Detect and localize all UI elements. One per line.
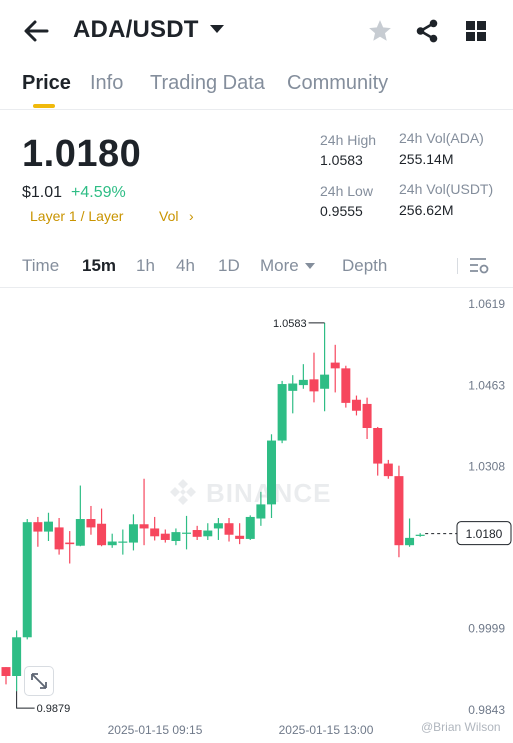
tab-bar: Price Info Trading Data Community bbox=[0, 62, 513, 110]
candle-body bbox=[33, 522, 43, 532]
candle-body bbox=[330, 362, 340, 369]
candle-body bbox=[54, 527, 64, 550]
candle-body bbox=[192, 530, 202, 537]
candle-body bbox=[415, 534, 425, 536]
min-marker-line bbox=[16, 691, 35, 709]
chart-svg: 1.0619 1.0463 1.0308 0.9999 0.9843 1.0583 0.98… bbox=[1, 297, 512, 737]
candle-body bbox=[107, 541, 117, 546]
tab-price[interactable]: Price bbox=[22, 72, 71, 94]
candle-body bbox=[139, 524, 149, 529]
candle-body bbox=[1, 667, 11, 676]
star-icon[interactable] bbox=[367, 18, 393, 44]
candle-body bbox=[65, 542, 75, 545]
y-tick-label: 0.9999 bbox=[468, 621, 505, 635]
back-arrow-icon[interactable] bbox=[22, 18, 50, 44]
candle-body bbox=[43, 521, 53, 532]
tf-1d[interactable]: 1D bbox=[218, 256, 240, 275]
candle-body bbox=[182, 532, 192, 534]
x-tick-label: 2025-01-15 09:15 bbox=[108, 723, 203, 737]
tab-community[interactable]: Community bbox=[287, 72, 389, 94]
y-tick-label: 0.9843 bbox=[468, 703, 505, 717]
price-change: +4.59% bbox=[71, 184, 126, 201]
candle-body bbox=[160, 533, 170, 540]
watermark-text: BINANCE bbox=[206, 478, 332, 508]
current-price-label: 1.0180 bbox=[466, 527, 503, 541]
divider bbox=[0, 287, 513, 288]
candle-body bbox=[373, 427, 383, 464]
top-bar: ADA/USDT bbox=[0, 0, 513, 62]
candle-body bbox=[309, 379, 319, 392]
min-price-label: 0.9879 bbox=[37, 703, 71, 715]
high-label: 24h High bbox=[320, 132, 377, 148]
tf-time[interactable]: Time bbox=[22, 256, 60, 275]
binance-logo-icon bbox=[170, 479, 196, 505]
candle-body bbox=[224, 523, 234, 535]
vol-quote-label: 24h Vol(USDT) bbox=[399, 181, 494, 197]
expand-chart-button[interactable] bbox=[24, 666, 54, 696]
candle-body bbox=[256, 504, 266, 519]
candle-body bbox=[118, 541, 128, 543]
candle-body bbox=[86, 519, 96, 528]
candle-body bbox=[405, 537, 415, 546]
low-value: 0.9555 bbox=[320, 203, 363, 219]
last-price: 1.0180 bbox=[22, 133, 142, 175]
candle-body bbox=[245, 516, 255, 539]
caret-down-icon[interactable] bbox=[305, 263, 315, 269]
candle-body bbox=[171, 532, 181, 542]
candle-body bbox=[277, 384, 287, 441]
candle-body bbox=[362, 403, 372, 428]
current-price-box bbox=[456, 521, 512, 546]
tf-more[interactable]: More bbox=[260, 256, 299, 275]
candle-body bbox=[383, 463, 393, 477]
candle-body bbox=[203, 530, 213, 537]
tf-1h[interactable]: 1h bbox=[136, 256, 155, 275]
vol-quote-value: 256.62M bbox=[399, 202, 454, 218]
share-icon[interactable] bbox=[414, 18, 440, 44]
chevron-right-icon[interactable]: › bbox=[189, 208, 194, 224]
candle-body bbox=[22, 522, 32, 638]
candle-body bbox=[394, 476, 404, 546]
tab-info[interactable]: Info bbox=[90, 72, 124, 94]
candle-body bbox=[75, 519, 85, 546]
vol-base-label: 24h Vol(ADA) bbox=[399, 130, 484, 146]
tab-trading-data[interactable]: Trading Data bbox=[150, 72, 265, 94]
candle-body bbox=[97, 523, 107, 546]
x-tick-label: 2025-01-15 13:00 bbox=[279, 723, 374, 737]
candle-body bbox=[235, 535, 245, 539]
user-watermark: @Brian Wilson bbox=[421, 720, 501, 734]
candle-body bbox=[351, 399, 361, 411]
chart-settings-icon[interactable] bbox=[468, 256, 490, 276]
y-tick-label: 1.0308 bbox=[468, 460, 505, 474]
vol-tag[interactable]: Vol bbox=[159, 208, 179, 224]
candle-body bbox=[267, 440, 276, 505]
y-tick-label: 1.0463 bbox=[468, 379, 505, 393]
candle-body bbox=[320, 374, 330, 389]
high-value: 1.0583 bbox=[320, 152, 363, 168]
caret-down-icon[interactable] bbox=[210, 25, 224, 33]
tf-4h[interactable]: 4h bbox=[176, 256, 195, 275]
pair-title[interactable]: ADA/USDT bbox=[73, 16, 199, 43]
tf-depth[interactable]: Depth bbox=[342, 256, 388, 275]
low-label: 24h Low bbox=[320, 183, 373, 199]
candle-body bbox=[150, 528, 160, 537]
candlestick-chart[interactable]: 1.0619 1.0463 1.0308 0.9999 0.9843 1.0583 0.98… bbox=[0, 289, 513, 743]
tf-15m[interactable]: 15m bbox=[82, 256, 117, 275]
category-tag[interactable]: Layer 1 / Layer bbox=[30, 208, 124, 224]
candle-body bbox=[288, 383, 298, 391]
binance-watermark: BINANCE bbox=[168, 475, 348, 509]
expand-icon bbox=[31, 673, 47, 689]
candle-body bbox=[298, 379, 308, 386]
max-price-label: 1.0583 bbox=[273, 318, 307, 330]
y-tick-label: 1.0619 bbox=[468, 297, 505, 311]
candle-body bbox=[341, 368, 351, 403]
candle-body bbox=[213, 523, 223, 529]
usd-price: $1.01 bbox=[22, 184, 63, 201]
candle-body bbox=[12, 637, 22, 676]
vol-base-value: 255.14M bbox=[399, 151, 454, 167]
divider bbox=[457, 258, 458, 274]
candle-body bbox=[128, 524, 138, 543]
active-tab-indicator bbox=[33, 104, 55, 108]
grid-icon[interactable] bbox=[465, 20, 487, 42]
